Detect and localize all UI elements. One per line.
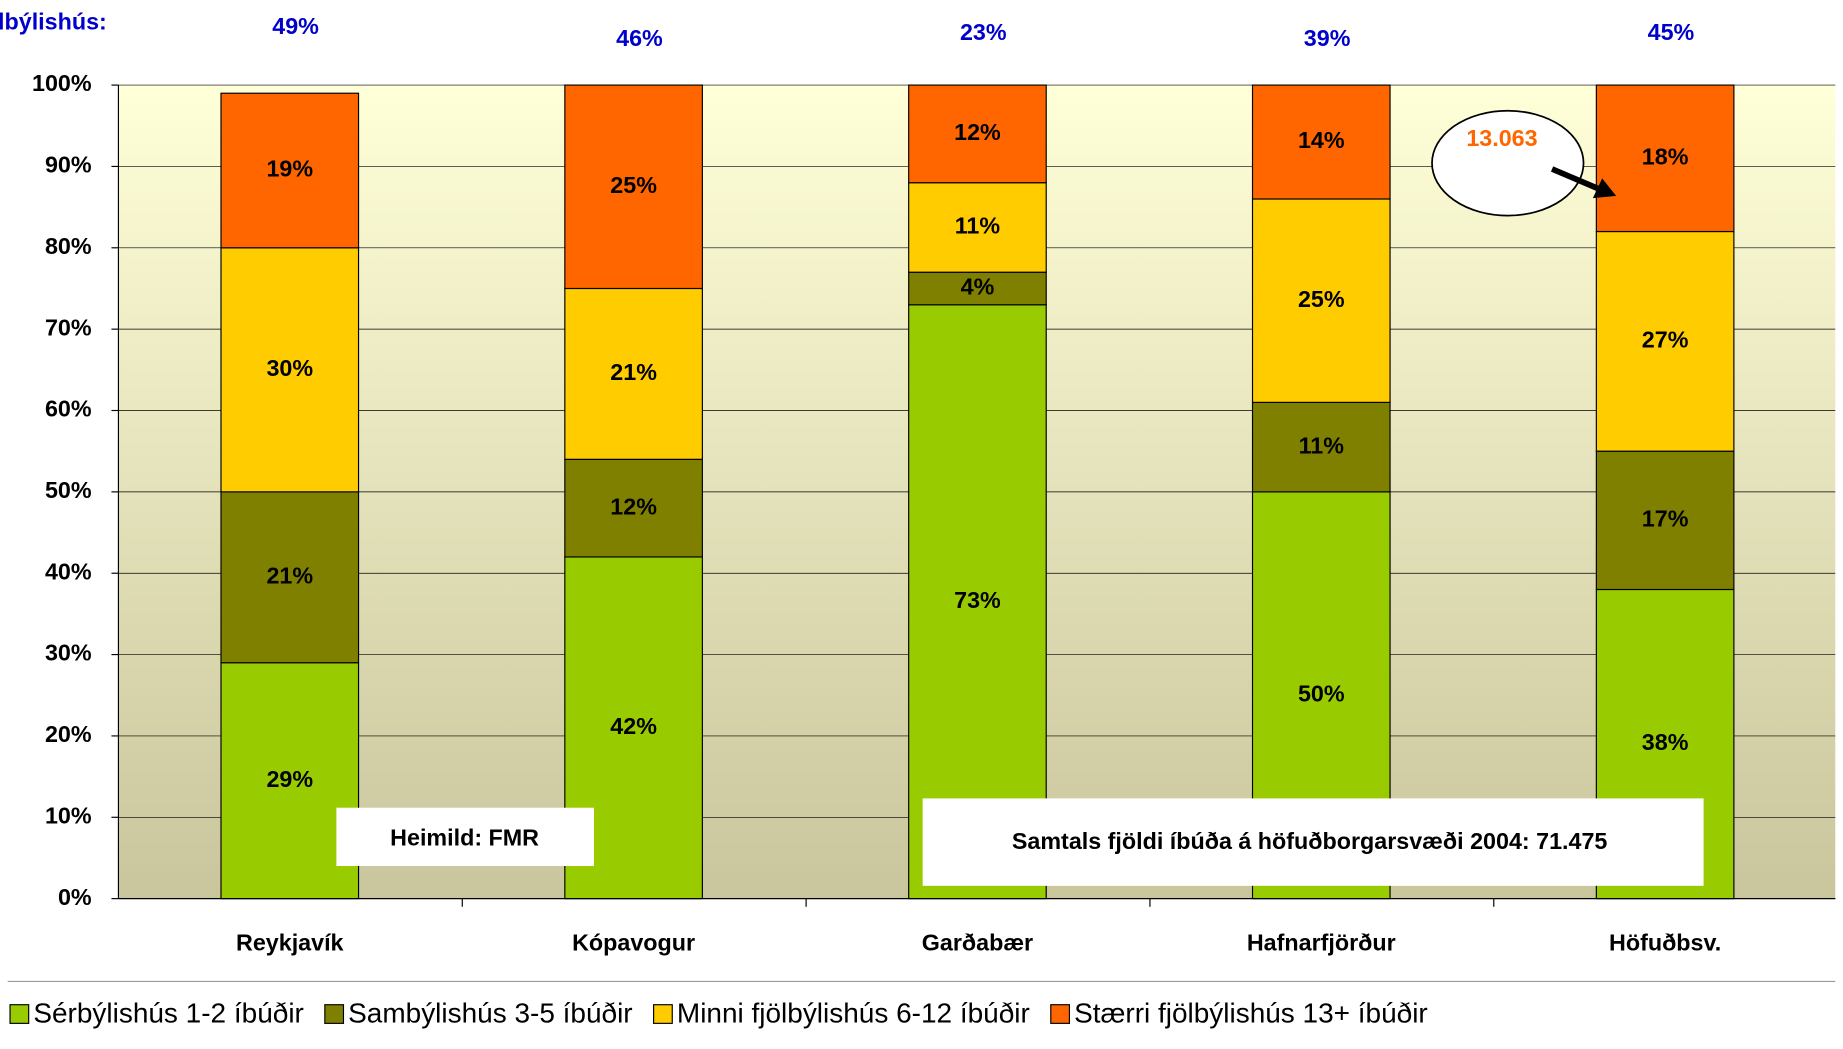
data-label: 11% [1299,432,1345,458]
bar-segment [564,287,703,460]
data-label: 19% [266,156,313,182]
top-label: 39% [1304,25,1351,51]
y-tick-label: 60% [45,396,92,422]
bar-segment [220,92,360,249]
data-label: 25% [1298,286,1345,312]
y-tick-label: 40% [45,558,92,584]
callout-arrow [1550,166,1600,192]
data-label: 38% [1642,729,1689,755]
bar-segment [1251,84,1391,200]
y-tick-label: 90% [45,152,92,178]
top-label: 46% [616,25,663,51]
data-label: 50% [1298,680,1345,706]
data-label: 29% [266,766,313,792]
data-label: 12% [610,493,657,519]
bar-segment [1595,230,1735,452]
y-tick-label: 80% [45,233,92,259]
legend-swatch [9,1004,30,1024]
y-tick-label: 20% [45,721,92,747]
x-tick-label: Hafnarfjörður [1247,929,1396,955]
y-tick-label: 70% [45,314,92,340]
x-tick-label: Kópavogur [572,929,695,955]
bar-segment [1595,450,1735,591]
bar-segment [908,84,1047,184]
data-label: 27% [1642,327,1689,353]
y-tick-label: 100% [32,70,92,96]
legend-swatch [1050,1004,1071,1024]
bar-segment [220,491,360,664]
data-label: 21% [266,562,313,588]
source-note: Heimild: FMR [390,824,539,850]
callout-arrowhead [1592,178,1617,199]
legend-label: Sambýlishús 3-5 íbúðir [348,998,632,1029]
x-tick-label: Reykjavík [236,929,344,955]
legend-label: Minni fjölbýlishús 6-12 íbúðir [677,998,1030,1029]
legend-swatch [653,1004,673,1024]
top-label: 45% [1648,19,1695,45]
bar-segment [908,182,1047,273]
data-label: 4% [961,274,995,300]
x-tick-label: Garðabær [922,929,1033,955]
bar-segment [1595,84,1735,233]
legend-label: Sérbýlishús 1-2 íbúðir [33,998,303,1029]
x-tick-label: Höfuðbsv. [1609,929,1721,955]
legend-swatch [324,1004,345,1024]
y-tick-label: 10% [45,802,92,828]
data-label: 73% [954,587,1001,613]
bar-segment [1251,401,1391,493]
top-label-title: Fjölbýlishús: [0,8,107,34]
bar-segment [564,84,703,290]
legend-label: Stærri fjölbýlishús 13+ íbúðir [1074,998,1428,1029]
callout-label: 13.063 [1466,125,1537,151]
data-label: 17% [1642,505,1689,531]
callout [1431,109,1585,217]
top-label: 49% [272,13,319,39]
data-label: 25% [610,172,657,198]
bar-segment [1251,198,1391,403]
y-tick-label: 0% [58,884,92,910]
data-label: 12% [954,119,1001,145]
bar-segment [220,247,360,493]
total-note: Samtals fjöldi íbúða á höfuðborgarsvæði … [1012,828,1608,854]
source-box [336,807,594,867]
total-box [922,798,1704,886]
data-label: 30% [266,355,313,381]
y-tick-label: 50% [45,477,92,503]
y-tick-label: 30% [45,640,92,666]
data-label: 42% [610,713,657,739]
data-label: 11% [955,213,1001,239]
data-label: 14% [1298,127,1345,153]
top-label: 23% [960,19,1007,45]
data-label: 18% [1642,143,1689,169]
data-label: 21% [610,359,657,385]
bar-segment [908,271,1047,306]
